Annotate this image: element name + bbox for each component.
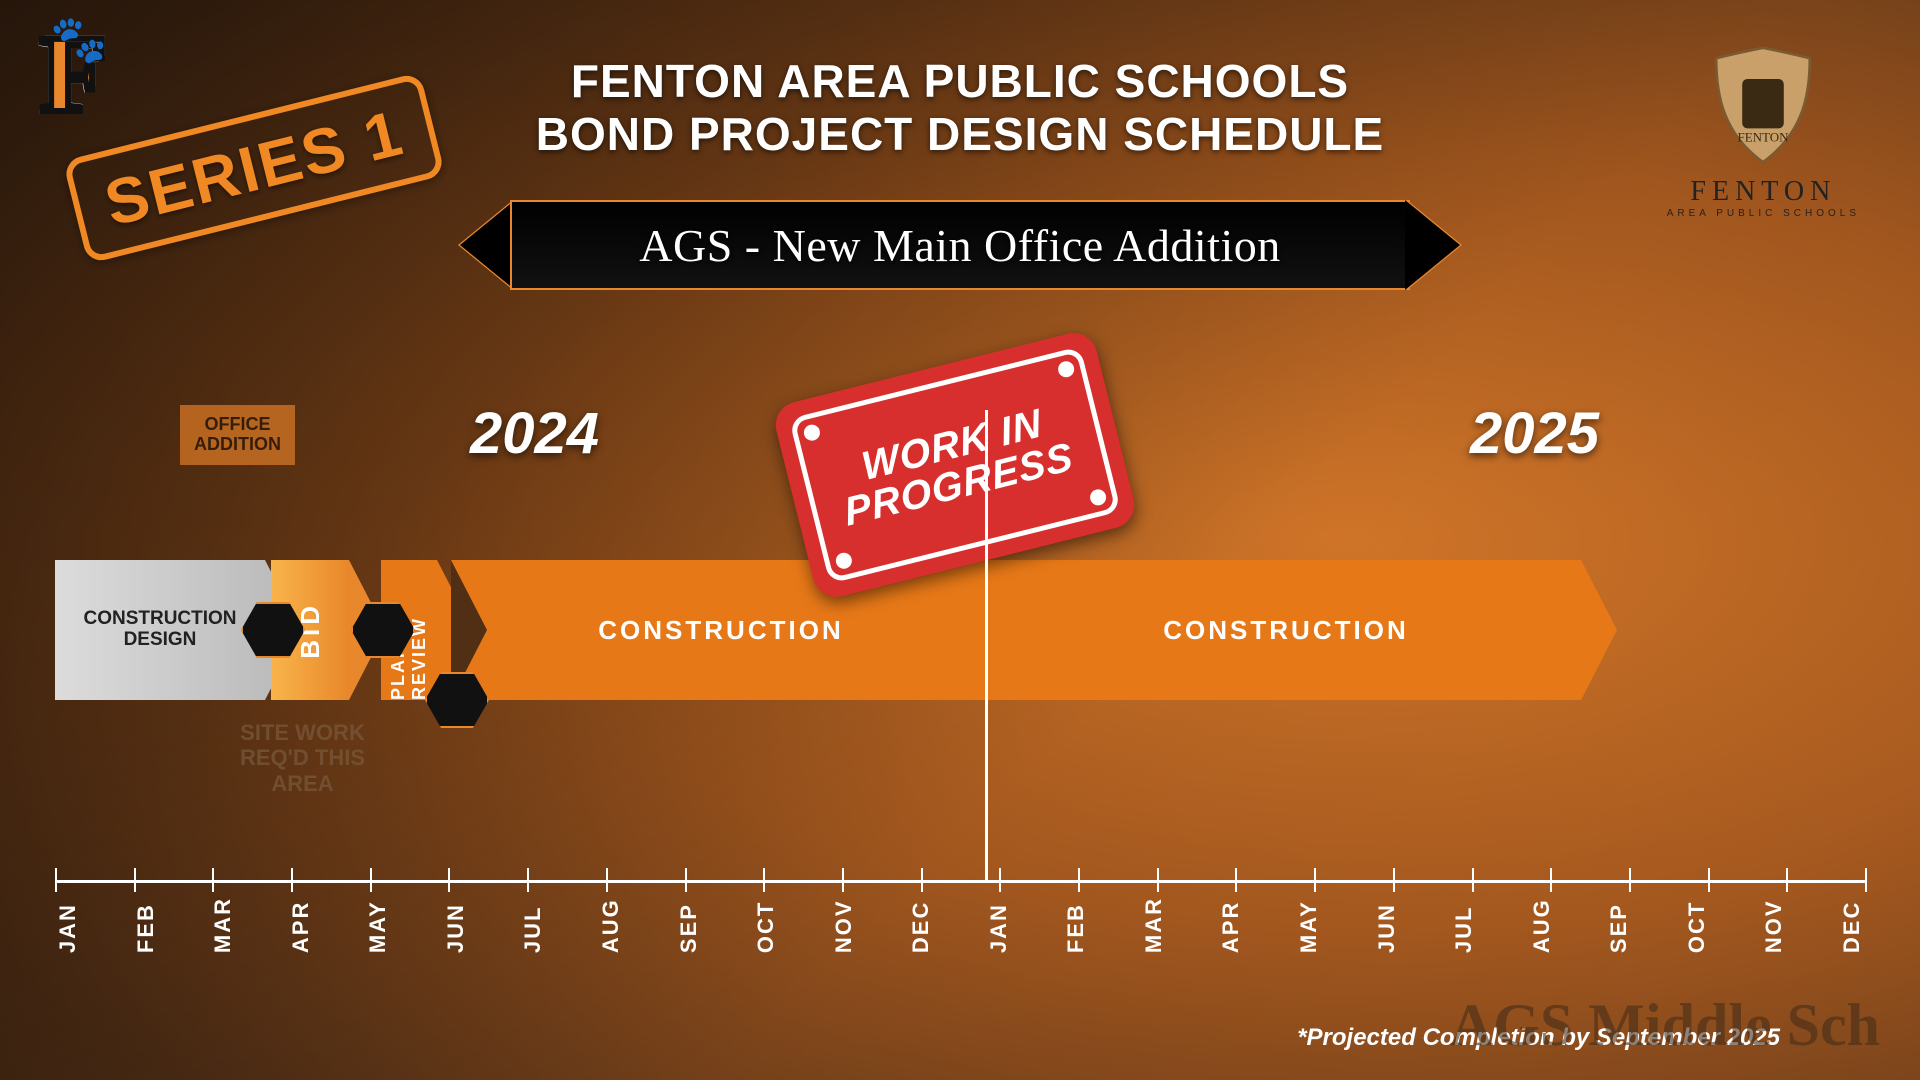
ghost-office-addition-label: OFFICE ADDITION xyxy=(180,405,295,465)
axis-tick xyxy=(448,868,450,892)
month-label: APR xyxy=(1218,897,1244,953)
axis-tick xyxy=(1629,868,1631,892)
axis-tick xyxy=(1708,868,1710,892)
month-label: JUN xyxy=(1374,897,1400,953)
rivet-icon xyxy=(834,551,853,570)
axis-tick xyxy=(606,868,608,892)
phase-label: CONSTRUCTION xyxy=(1163,615,1408,646)
month-label: DEC xyxy=(1839,897,1865,953)
month-label: OCT xyxy=(753,897,779,953)
axis-tick xyxy=(1865,868,1867,892)
gantt-timeline: CONSTRUCTION DESIGNBIDPLAN REVIEWCONSTRU… xyxy=(55,560,1865,730)
wip-stamp-inner: WORK INPROGRESS xyxy=(789,346,1121,584)
phase-construction-2024: CONSTRUCTION xyxy=(451,560,991,700)
year-label-2024: 2024 xyxy=(470,400,599,467)
crest-subtitle-text: AREA PUBLIC SCHOOLS xyxy=(1667,208,1860,219)
svg-text:FENTON: FENTON xyxy=(1738,129,1790,144)
axis-tick xyxy=(999,868,1001,892)
axis-tick xyxy=(212,868,214,892)
month-label: JUL xyxy=(520,897,546,953)
fenton-f-logo: 🐾 F xyxy=(40,30,107,118)
month-label: MAY xyxy=(365,897,391,953)
axis-tick xyxy=(1472,868,1474,892)
title-line-2: BOND PROJECT DESIGN SCHEDULE xyxy=(536,108,1384,161)
phase-label: CONSTRUCTION DESIGN xyxy=(83,609,236,651)
rivet-icon xyxy=(1088,488,1107,507)
axis-tick xyxy=(1786,868,1788,892)
axis-tick xyxy=(527,868,529,892)
axis-tick xyxy=(291,868,293,892)
month-label: OCT xyxy=(1684,897,1710,953)
month-label: APR xyxy=(288,897,314,953)
project-subtitle-banner: AGS - New Main Office Addition xyxy=(460,200,1460,290)
crest-name-text: FENTON xyxy=(1667,176,1860,208)
project-subtitle-text: AGS - New Main Office Addition xyxy=(639,219,1280,272)
month-label: AUG xyxy=(1529,897,1555,953)
axis-tick xyxy=(134,868,136,892)
month-label: SEP xyxy=(1606,897,1632,953)
axis-line xyxy=(55,880,1865,883)
crest-icon: FENTON xyxy=(1698,40,1828,170)
axis-tick xyxy=(1157,868,1159,892)
page-title: FENTON AREA PUBLIC SCHOOLS BOND PROJECT … xyxy=(536,55,1384,161)
wip-stamp-text: WORK INPROGRESS xyxy=(834,397,1076,533)
month-label: JUN xyxy=(443,897,469,953)
month-label: JUL xyxy=(1451,897,1477,953)
axis-tick xyxy=(55,868,57,892)
fenton-crest-logo: FENTON FENTON AREA PUBLIC SCHOOLS xyxy=(1667,40,1860,219)
month-label: JAN xyxy=(986,897,1012,953)
series-1-stamp: SERIES 1 xyxy=(63,72,446,264)
month-label: JAN xyxy=(55,897,81,953)
title-line-1: FENTON AREA PUBLIC SCHOOLS xyxy=(536,55,1384,108)
ghost-site-work-label: SITE WORK REQ'D THIS AREA xyxy=(240,720,365,796)
month-label: NOV xyxy=(831,897,857,953)
year-label-2025: 2025 xyxy=(1470,400,1599,467)
month-label: FEB xyxy=(133,897,159,953)
axis-tick xyxy=(763,868,765,892)
axis-tick xyxy=(1235,868,1237,892)
phase-label: CONSTRUCTION xyxy=(598,615,843,646)
phase-construction-design: CONSTRUCTION DESIGN xyxy=(55,560,265,700)
year-divider-line xyxy=(985,410,988,880)
month-label: DEC xyxy=(908,897,934,953)
month-labels-row: JAN FEB MAR APR MAY JUN JUL AUG SEP OCT NOV DEC JAN F… xyxy=(55,897,1865,953)
month-label: NOV xyxy=(1761,897,1787,953)
paw-print-icon: 🐾 xyxy=(50,12,107,67)
ghost-ags-middle-label: AGS Middle Sch xyxy=(1450,991,1880,1060)
month-label: AUG xyxy=(598,897,624,953)
month-label: SEP xyxy=(676,897,702,953)
axis-tick xyxy=(921,868,923,892)
axis-tick xyxy=(1314,868,1316,892)
axis-tick xyxy=(370,868,372,892)
month-label: MAY xyxy=(1296,897,1322,953)
rivet-icon xyxy=(802,423,821,442)
axis-tick xyxy=(842,868,844,892)
month-label: MAR xyxy=(210,897,236,953)
month-label: FEB xyxy=(1063,897,1089,953)
month-axis: JAN FEB MAR APR MAY JUN JUL AUG SEP OCT NOV DEC JAN F… xyxy=(55,880,1865,953)
axis-tick xyxy=(1393,868,1395,892)
axis-tick xyxy=(1078,868,1080,892)
month-label: MAR xyxy=(1141,897,1167,953)
phase-construction-2025: CONSTRUCTION xyxy=(991,560,1581,700)
axis-tick xyxy=(685,868,687,892)
axis-tick xyxy=(1550,868,1552,892)
rivet-icon xyxy=(1056,360,1075,379)
